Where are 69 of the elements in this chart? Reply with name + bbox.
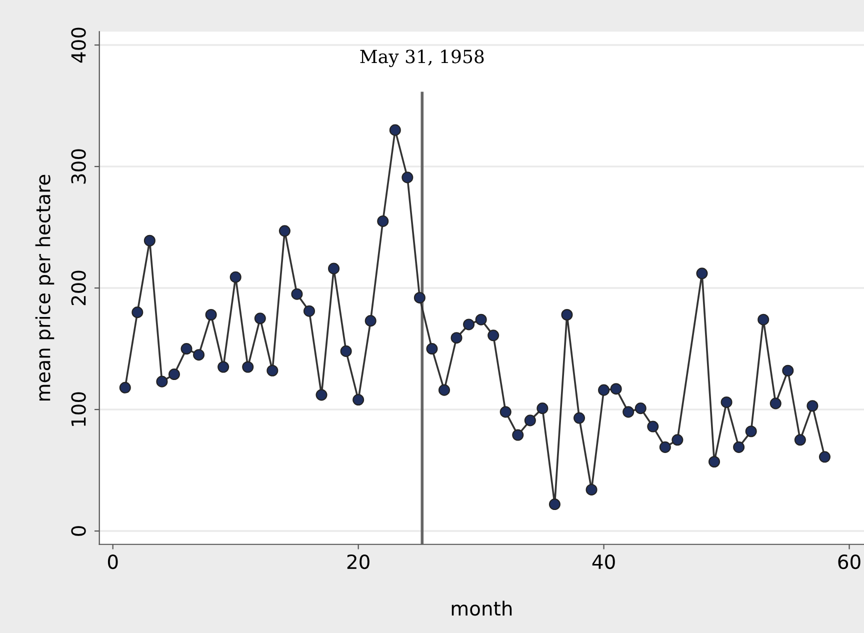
point xyxy=(622,406,634,418)
point xyxy=(573,412,586,424)
y-tick-label: 0 xyxy=(71,526,86,536)
point xyxy=(512,429,524,441)
point xyxy=(696,268,708,280)
point xyxy=(745,426,757,438)
point xyxy=(758,314,770,326)
point xyxy=(144,234,156,246)
point xyxy=(168,368,180,380)
point xyxy=(389,124,401,136)
point xyxy=(132,306,144,318)
point xyxy=(720,396,732,408)
point xyxy=(352,394,364,406)
point xyxy=(463,318,475,330)
point xyxy=(278,225,290,237)
point xyxy=(377,215,389,227)
point xyxy=(414,292,426,304)
point xyxy=(794,434,806,446)
point xyxy=(438,384,450,396)
point xyxy=(328,262,340,274)
point xyxy=(119,382,131,394)
y-tick-label: 200 xyxy=(71,270,86,306)
point xyxy=(733,441,745,453)
y-tick-label: 300 xyxy=(71,149,86,184)
point xyxy=(672,434,684,446)
point xyxy=(586,484,598,496)
point xyxy=(426,343,438,355)
point xyxy=(561,308,573,321)
point xyxy=(500,406,512,418)
point xyxy=(818,451,830,463)
point xyxy=(303,305,315,317)
point xyxy=(254,312,266,324)
point xyxy=(598,384,610,396)
x-tick-label: 20 xyxy=(347,554,370,570)
point xyxy=(536,402,548,414)
point xyxy=(610,383,622,395)
point xyxy=(402,172,414,184)
point xyxy=(340,345,352,357)
point xyxy=(450,332,462,344)
y-tick-label: 400 xyxy=(71,28,86,63)
point xyxy=(291,288,303,300)
point xyxy=(488,330,500,342)
point xyxy=(708,456,720,468)
ref-line-label: May 31, 1958 xyxy=(360,50,484,68)
point xyxy=(180,343,192,355)
point xyxy=(647,420,659,432)
point xyxy=(634,402,646,414)
x-tick-label: 60 xyxy=(838,554,860,570)
point xyxy=(659,441,671,453)
x-tick-label: 40 xyxy=(592,554,615,570)
point xyxy=(782,364,794,376)
point xyxy=(524,414,536,426)
point xyxy=(193,349,205,361)
point xyxy=(266,364,278,376)
point xyxy=(364,315,376,327)
y-axis-title: mean price per hectare xyxy=(35,174,54,400)
point xyxy=(205,308,217,321)
point xyxy=(218,361,230,373)
point xyxy=(316,389,328,401)
point xyxy=(230,271,242,283)
point xyxy=(242,361,254,373)
point xyxy=(548,498,560,510)
point xyxy=(475,314,487,326)
x-tick-label: 0 xyxy=(108,554,118,570)
point xyxy=(770,398,782,410)
point xyxy=(806,400,818,412)
x-axis-title: month xyxy=(452,600,512,616)
y-tick-label: 100 xyxy=(71,392,86,426)
point xyxy=(156,376,168,388)
